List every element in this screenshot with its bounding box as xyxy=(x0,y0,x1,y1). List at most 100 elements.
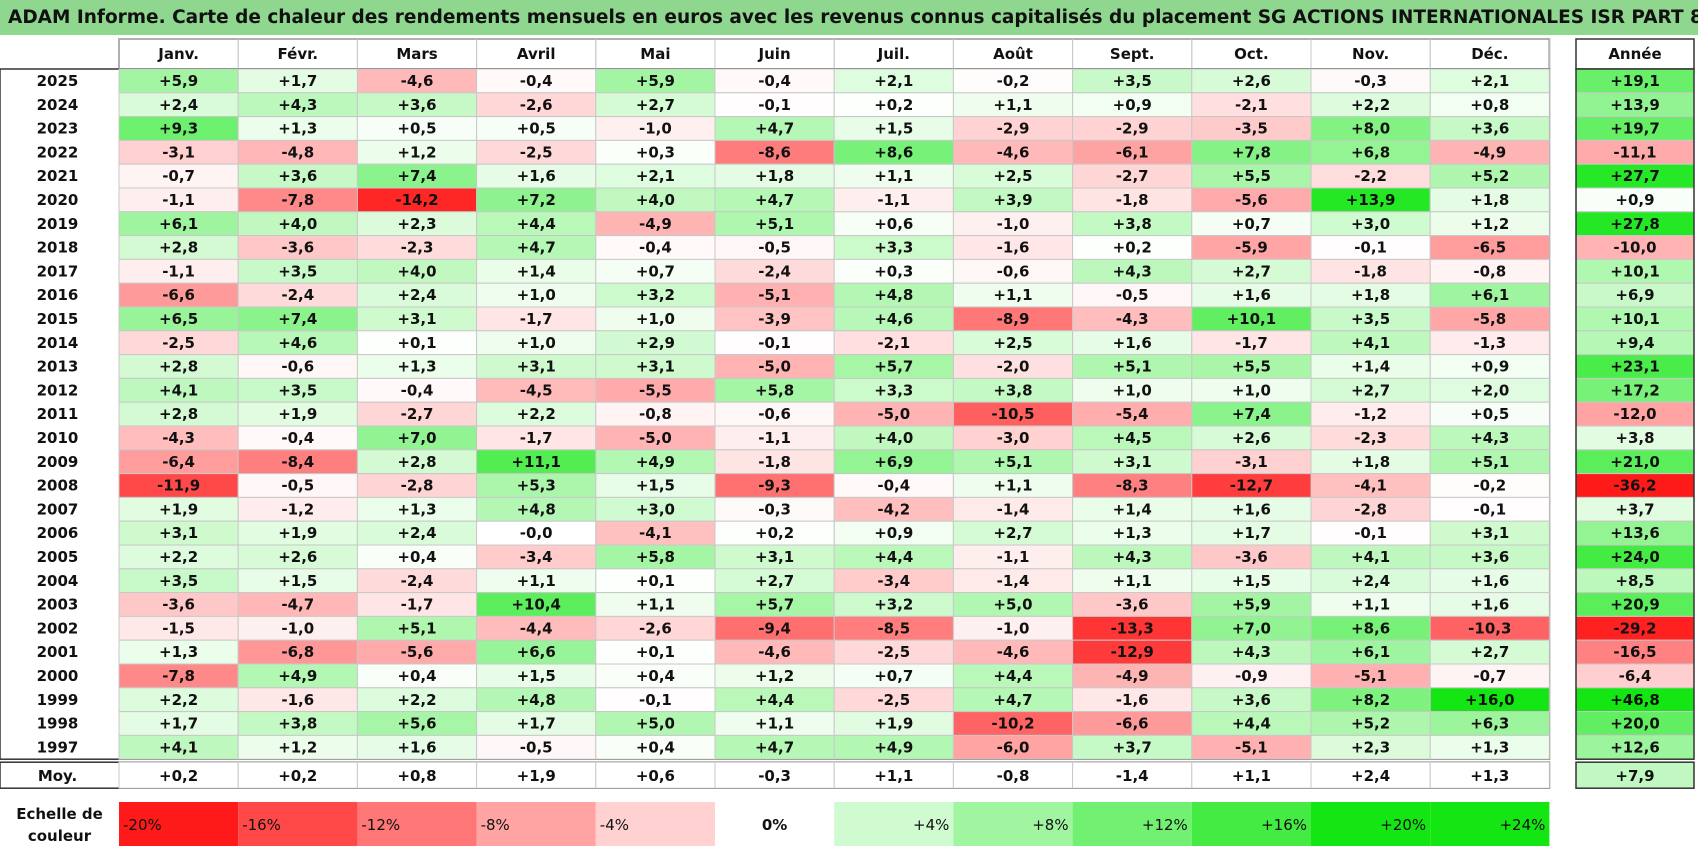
month-header-12: Déc. xyxy=(1471,45,1508,63)
year-label: 2013 xyxy=(37,358,79,376)
cell-value: +3,0 xyxy=(1351,215,1390,233)
average-value: -1,4 xyxy=(1116,767,1149,785)
year-label: 2015 xyxy=(37,310,79,328)
cell-value: +6,6 xyxy=(517,643,556,661)
cell-value: +1,0 xyxy=(1232,381,1271,399)
annual-value: +10,1 xyxy=(1610,262,1660,280)
cell-value: +2,6 xyxy=(1232,429,1271,447)
cell-value: -2,8 xyxy=(1354,500,1387,518)
cell-value: +1,6 xyxy=(397,738,436,756)
cell-value: -1,2 xyxy=(1354,405,1387,423)
cell-value: +1,2 xyxy=(278,738,317,756)
cell-value: +5,8 xyxy=(755,381,794,399)
cell-value: +5,1 xyxy=(755,215,794,233)
cell-value: -0,2 xyxy=(997,72,1030,90)
cell-value: +2,7 xyxy=(1470,643,1509,661)
year-label: 2004 xyxy=(37,572,79,590)
cell-value: +2,8 xyxy=(397,453,436,471)
cell-value: -4,6 xyxy=(997,143,1030,161)
average-cell xyxy=(714,761,835,789)
cell-value: +5,1 xyxy=(1470,453,1509,471)
cell-value: -12,9 xyxy=(1111,643,1154,661)
cell-value: -3,5 xyxy=(1235,120,1268,138)
annual-value: -29,2 xyxy=(1613,619,1656,637)
average-cell xyxy=(833,761,954,789)
average-value: -0,8 xyxy=(997,767,1030,785)
cell-value: +1,2 xyxy=(1470,215,1509,233)
cell-value: +0,1 xyxy=(397,334,436,352)
cell-value: -4,2 xyxy=(877,500,910,518)
cell-value: -4,1 xyxy=(639,524,672,542)
cell-value: +4,1 xyxy=(159,381,198,399)
cell-value: +4,3 xyxy=(1470,429,1509,447)
annual-value: +0,9 xyxy=(1615,191,1654,209)
cell-value: +2,2 xyxy=(1351,96,1390,114)
cell-value: +10,1 xyxy=(1227,310,1277,328)
cell-value: +5,7 xyxy=(874,358,913,376)
month-header-10: Oct. xyxy=(1234,45,1269,63)
cell-value: +4,9 xyxy=(874,738,913,756)
annual-value: +19,1 xyxy=(1610,72,1660,90)
cell-value: -1,1 xyxy=(997,548,1030,566)
cell-value: +3,6 xyxy=(1232,691,1271,709)
annual-value: +20,0 xyxy=(1610,715,1660,733)
cell-value: -4,3 xyxy=(162,429,195,447)
cell-value: +0,4 xyxy=(397,667,436,685)
cell-value: -2,0 xyxy=(997,358,1030,376)
cell-value: -5,8 xyxy=(1473,310,1506,328)
chart-title: ADAM Informe. Carte de chaleur des rende… xyxy=(0,0,1698,35)
cell-value: -1,5 xyxy=(162,619,195,637)
cell-value: -6,4 xyxy=(162,453,195,471)
cell-value: +1,1 xyxy=(517,572,556,590)
cell-value: -4,6 xyxy=(401,72,434,90)
cell-value: -3,6 xyxy=(162,596,195,614)
average-value: +1,9 xyxy=(517,767,556,785)
year-label: 2006 xyxy=(37,524,79,542)
cell-value: +1,1 xyxy=(993,286,1032,304)
cell-value: -2,4 xyxy=(281,286,314,304)
month-header-3: Mars xyxy=(396,45,437,63)
average-cell xyxy=(595,761,716,789)
cell-value: +1,1 xyxy=(1351,596,1390,614)
cell-value: +3,1 xyxy=(1470,524,1509,542)
cell-value: -4,5 xyxy=(520,381,553,399)
cell-value: +1,9 xyxy=(874,715,913,733)
cell-value: +3,7 xyxy=(1113,738,1152,756)
cell-value: +8,6 xyxy=(874,143,913,161)
cell-value: -1,7 xyxy=(520,310,553,328)
cell-value: +0,4 xyxy=(636,738,675,756)
cell-value: +5,8 xyxy=(636,548,675,566)
cell-value: -13,3 xyxy=(1111,619,1154,637)
cell-value: +4,3 xyxy=(1113,548,1152,566)
cell-value: -0,3 xyxy=(758,500,791,518)
cell-value: +11,1 xyxy=(511,453,561,471)
year-label: 2012 xyxy=(37,381,79,399)
average-cell xyxy=(1429,761,1550,789)
cell-value: +0,9 xyxy=(874,524,913,542)
cell-value: -3,1 xyxy=(162,143,195,161)
cell-value: +0,6 xyxy=(874,215,913,233)
scale-stop-label: 0% xyxy=(762,816,787,834)
cell-value: +4,4 xyxy=(517,215,556,233)
cell-value: +6,1 xyxy=(159,215,198,233)
cell-value: +1,0 xyxy=(1113,381,1152,399)
scale-swatch xyxy=(119,802,239,846)
average-cell xyxy=(952,761,1074,789)
cell-value: +5,0 xyxy=(993,596,1032,614)
cell-value: -0,8 xyxy=(639,405,672,423)
cell-value: -1,7 xyxy=(1235,334,1268,352)
month-header-8: Août xyxy=(993,45,1033,63)
cell-value: -2,5 xyxy=(520,143,553,161)
cell-value: +1,3 xyxy=(278,120,317,138)
average-value: +0,2 xyxy=(278,767,317,785)
cell-value: +1,7 xyxy=(1232,524,1271,542)
cell-value: +2,1 xyxy=(874,72,913,90)
annual-value: +12,6 xyxy=(1610,738,1660,756)
cell-value: -0,5 xyxy=(520,738,553,756)
cell-value: -5,5 xyxy=(639,381,672,399)
year-label: 2009 xyxy=(37,453,79,471)
cell-value: -10,2 xyxy=(991,715,1034,733)
cell-value: -1,6 xyxy=(1116,691,1149,709)
cell-value: -0,6 xyxy=(281,358,314,376)
cell-value: +0,2 xyxy=(874,96,913,114)
